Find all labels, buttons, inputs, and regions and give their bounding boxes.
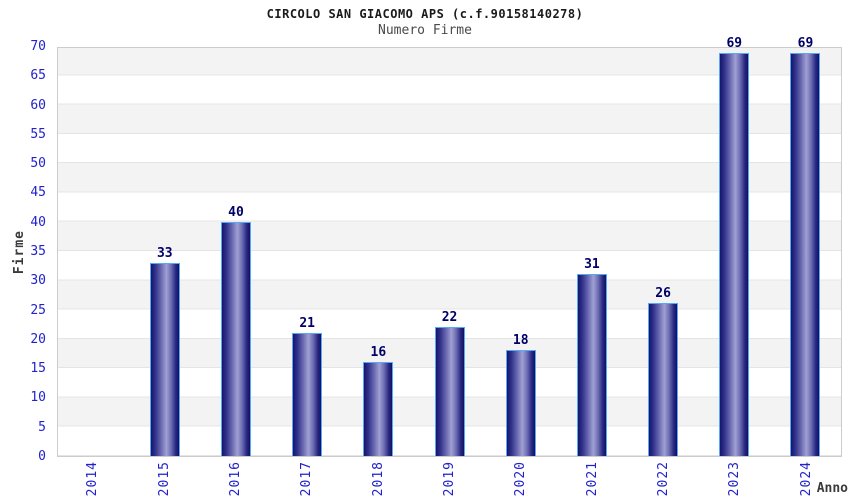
bar-value-label-2023: 69 [726,35,743,51]
x-tick-slot: 2021 [557,458,628,500]
bar-2024 [790,52,821,456]
bar-slot-2022: 26 [628,48,699,456]
x-tick-slot: 2023 [699,458,770,500]
bar-value-label-2022: 26 [655,286,671,302]
x-tick-label-2016: 2016 [227,461,243,497]
x-tick-slot: 2018 [342,458,413,500]
y-tick-label-10: 10 [30,390,46,406]
bar-2022 [648,303,679,456]
y-tick-label-25: 25 [30,302,46,318]
y-tick-label-70: 70 [30,39,46,54]
x-tick-slot: 2014 [57,458,128,500]
y-tick-label-0: 0 [38,449,46,464]
x-tick-slot: 2022 [628,458,699,500]
x-tick-label-2022: 2022 [656,461,672,497]
x-tick-label-2024: 2024 [798,461,814,497]
bar-2020 [505,350,536,456]
bar-value-label-2016: 40 [228,204,244,220]
x-axis: 2014 2015 2016 2017 2018 2019 2020 2021 2022 2023… [57,458,842,500]
bar-2021 [576,274,607,456]
y-tick-label-20: 20 [30,331,46,347]
bar-2016 [220,221,251,456]
bar-value-label-2021: 31 [584,257,600,273]
bar-slot-2014 [58,48,129,456]
bar-slot-2016: 40 [200,48,271,456]
x-tick-slot: 2020 [485,458,556,500]
bar-value-label-2019: 22 [441,309,458,325]
x-tick-label-2017: 2017 [299,461,315,497]
y-axis: 0 5 10 15 20 25 30 35 40 45 50 55 60 65 70 [0,40,52,464]
bar-value-label-2017: 21 [299,315,315,331]
bar-value-label-2015: 33 [156,245,173,261]
x-tick-label-2021: 2021 [584,461,600,497]
bar-2018 [363,361,394,456]
y-tick-label-60: 60 [30,97,46,113]
y-tick-label-40: 40 [30,214,46,230]
bar-slot-2018: 16 [343,48,414,456]
bar-slot-2021: 31 [556,48,627,456]
bar-2019 [434,326,465,456]
x-tick-slot: 2015 [128,458,199,500]
bar-2017 [292,332,323,456]
x-axis-title: Anno [816,481,848,496]
bar-2023 [719,52,750,456]
y-tick-label-35: 35 [30,244,46,259]
x-tick-label-2015: 2015 [156,461,172,497]
bar-slot-2019: 22 [414,48,485,456]
bar-slot-2015: 33 [129,48,200,456]
x-tick-label-2014: 2014 [85,461,101,497]
bars-layer: 33 40 21 16 22 18 31 26 69 69 [58,37,841,456]
x-tick-label-2023: 2023 [727,461,743,497]
bar-slot-2023: 69 [699,37,770,456]
y-tick-label-50: 50 [30,156,46,172]
bar-2015 [149,262,180,456]
y-tick-label-65: 65 [30,68,46,84]
bar-slot-2017: 21 [272,48,343,456]
x-tick-slot: 2016 [200,458,271,500]
bar-value-label-2020: 18 [512,333,529,349]
y-tick-label-45: 45 [30,185,46,201]
bar-slot-2020: 18 [485,48,556,456]
x-tick-label-2020: 2020 [513,461,529,497]
x-tick-slot: 2017 [271,458,342,500]
bar-slot-2024: 69 [770,37,841,456]
x-tick-slot: 2019 [414,458,485,500]
bar-value-label-2018: 16 [370,344,387,360]
bar-value-label-2024: 69 [797,35,814,51]
y-tick-label-15: 15 [30,361,46,377]
y-tick-label-30: 30 [30,273,46,289]
chart-subtitle: Numero Firme [378,23,472,38]
y-tick-label-55: 55 [30,126,46,142]
x-tick-label-2018: 2018 [370,461,386,497]
y-tick-label-5: 5 [38,419,46,435]
plot-area: 33 40 21 16 22 18 31 26 69 69 [57,37,842,457]
chart-title: CIRCOLO SAN GIACOMO APS (c.f.90158140278… [266,7,584,21]
x-tick-label-2019: 2019 [441,461,457,497]
